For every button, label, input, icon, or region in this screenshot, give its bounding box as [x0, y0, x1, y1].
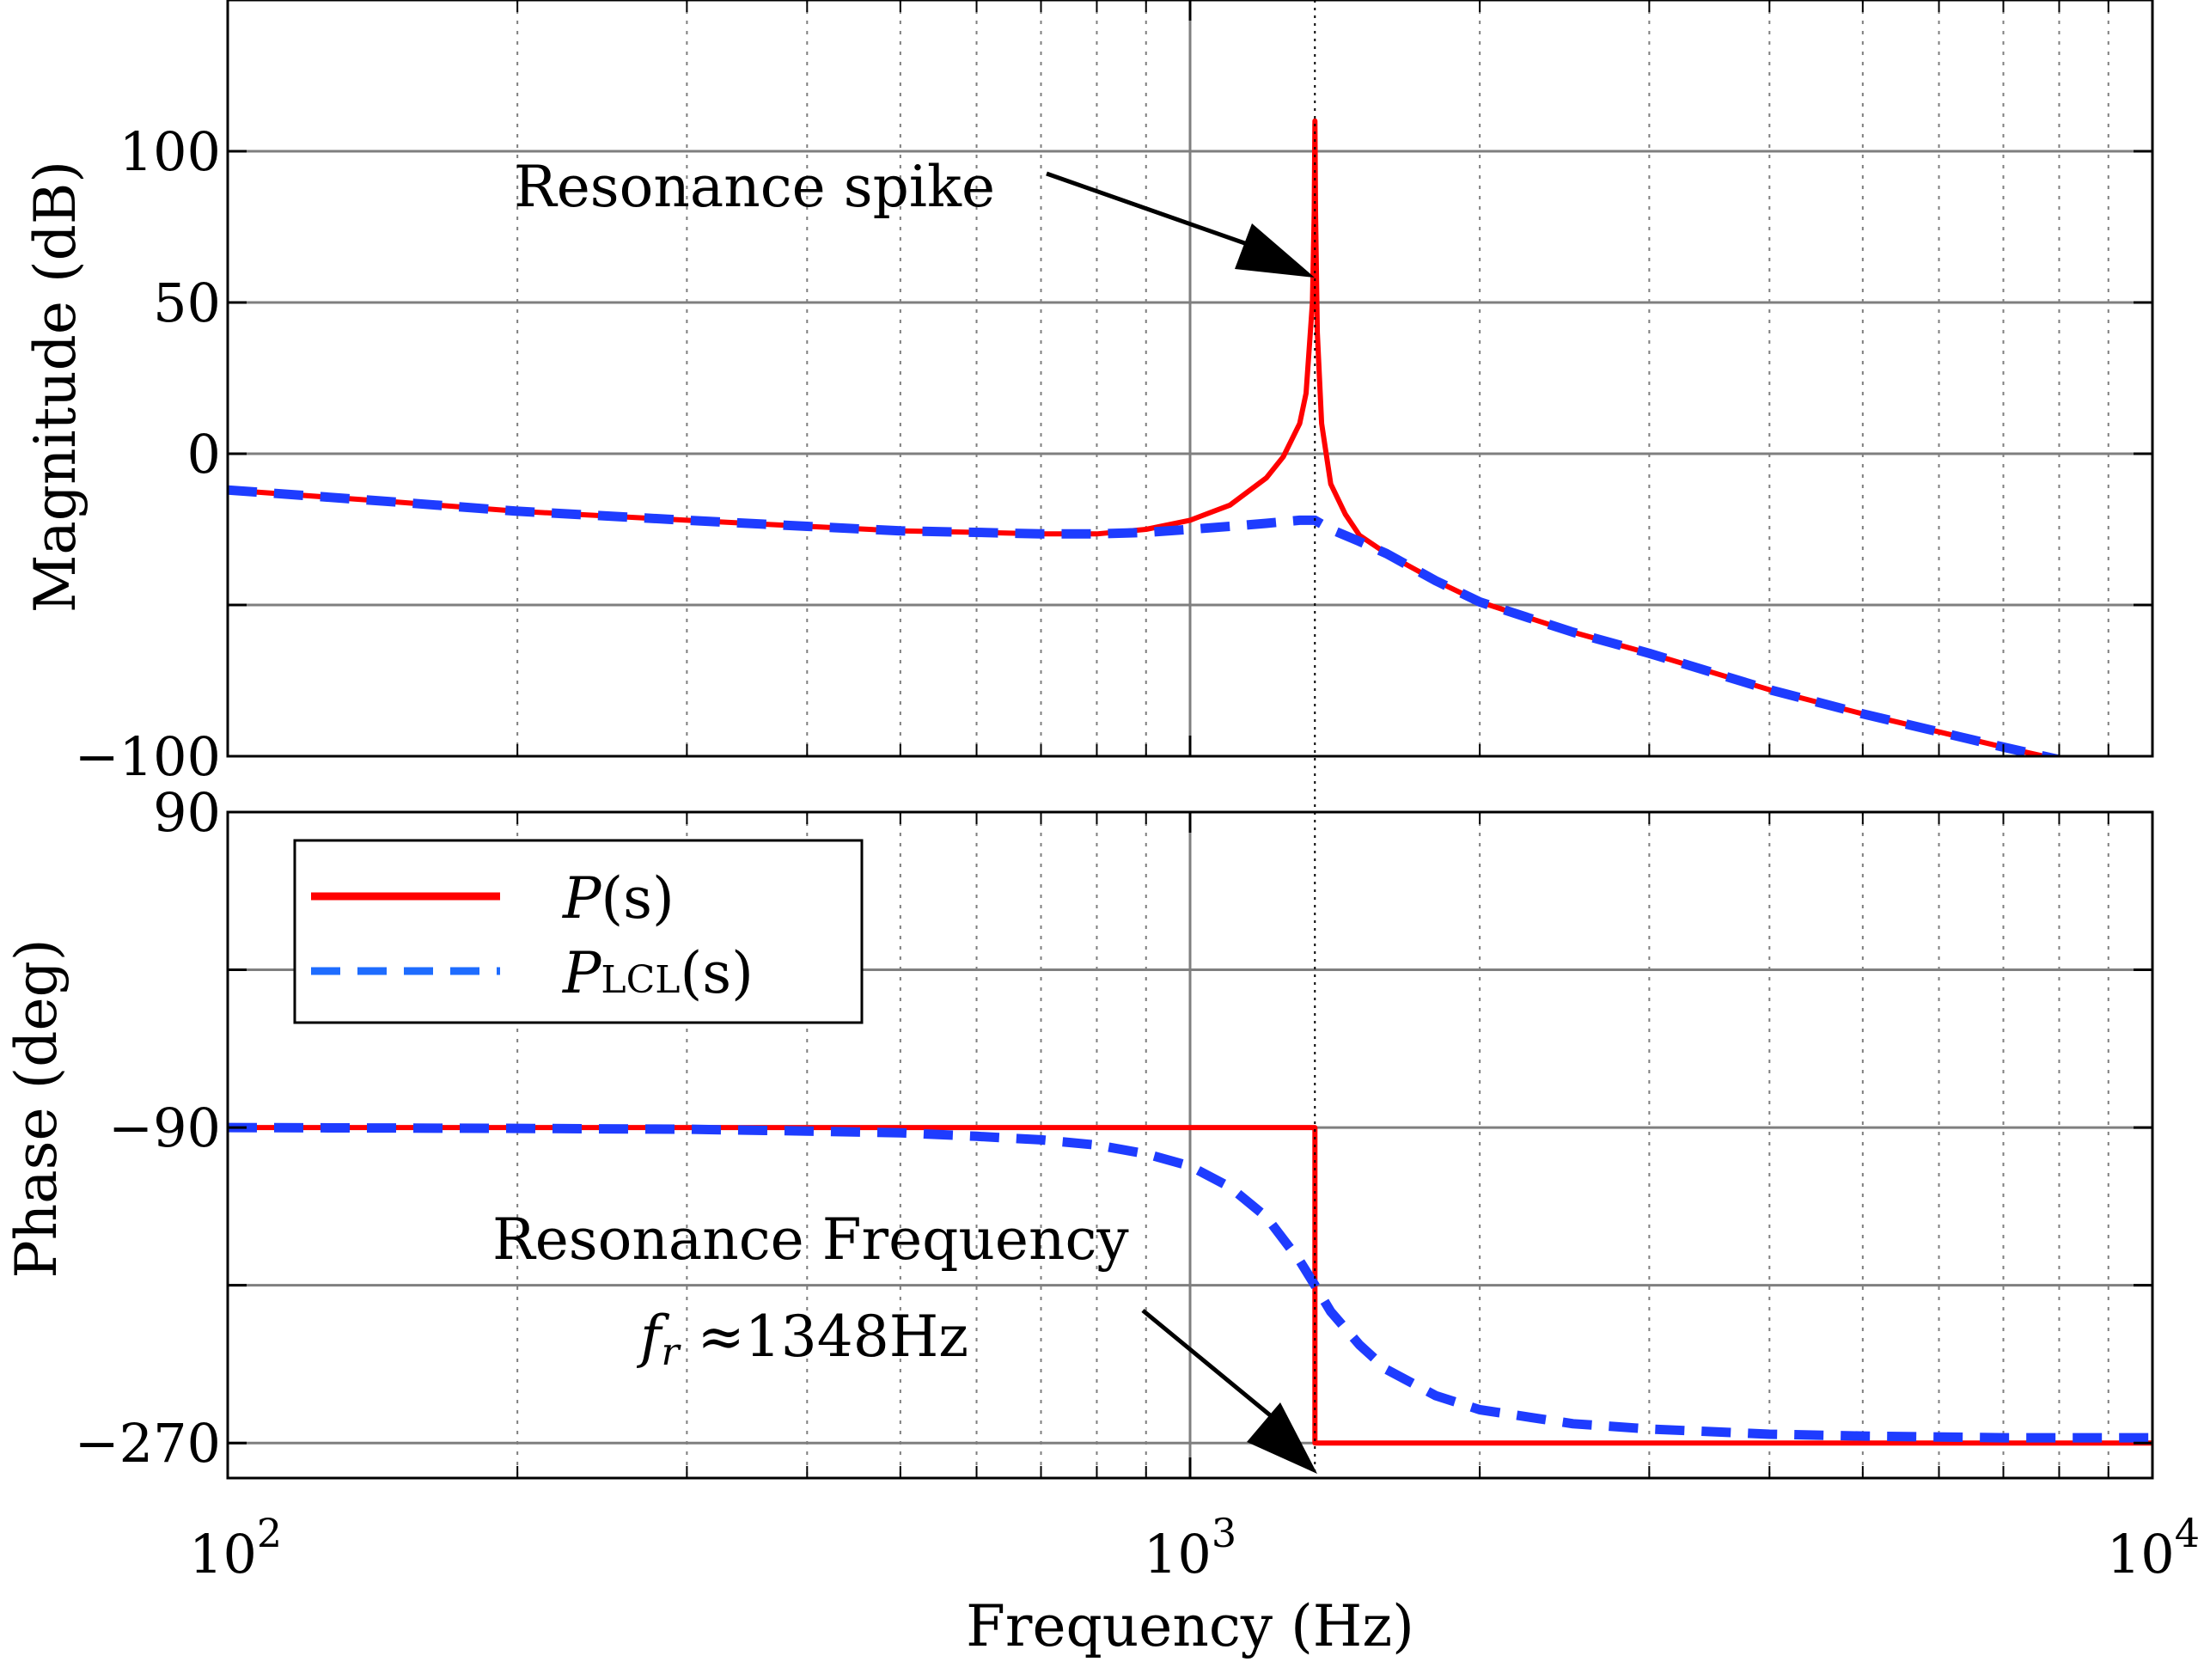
- x-tick-label: 102: [189, 1510, 282, 1585]
- resonance-frequency-annotation: Resonance Frequency fr ≈1348Hz: [492, 1207, 1317, 1474]
- legend-entry-p: P(s): [562, 865, 675, 932]
- x-tick-labels: 102 103 104: [189, 1510, 2200, 1585]
- resonance-spike-arrow-head: [1235, 223, 1315, 278]
- phase-axis-label: Phase (deg): [3, 938, 70, 1278]
- legend-entry-plcl: PLCL(s): [562, 940, 754, 1006]
- x-tick-label: 104: [2107, 1510, 2200, 1585]
- y-tick-label: 0: [187, 423, 221, 486]
- y-tick-label: −270: [75, 1412, 221, 1475]
- y-tick-label: −90: [108, 1097, 221, 1159]
- magnitude-ticks: [226, 0, 2154, 758]
- phase-panel: 90 −90 −270 Phase (deg) P(s) PLCL(s) Reson…: [3, 781, 2154, 1480]
- magnitude-panel: 100 50 0 −100 Magnitude (dB) Resonance spik…: [22, 0, 2154, 788]
- y-tick-label: 50: [153, 272, 221, 334]
- resonance-frequency-value: fr ≈1348Hz: [636, 1304, 968, 1374]
- magnitude-axis-label: Magnitude (dB): [22, 161, 89, 613]
- magnitude-grid: [228, 0, 2152, 758]
- phase-y-tick-labels: 90 −90 −270: [75, 781, 221, 1475]
- resonance-spike-arrow-shaft: [1046, 171, 1255, 249]
- resonance-frequency-arrow-shaft: [1141, 1309, 1280, 1424]
- legend: P(s) PLCL(s): [293, 839, 864, 1024]
- resonance-spike-label: Resonance spike: [514, 154, 995, 220]
- x-axis-label: Frequency (Hz): [966, 1593, 1414, 1659]
- legend-box: [293, 839, 864, 1024]
- y-tick-label: 90: [153, 781, 221, 844]
- phase-ticks: [226, 810, 2154, 1478]
- series-line-plcl: [228, 1122, 2152, 1443]
- y-tick-label: −100: [75, 725, 221, 788]
- magnitude-series: [228, 118, 2067, 756]
- resonance-frequency-arrow-head: [1247, 1402, 1317, 1474]
- x-tick-label: 103: [1144, 1510, 1236, 1585]
- resonance-spike-annotation: Resonance spike: [514, 154, 1315, 278]
- y-tick-label: 100: [119, 120, 221, 183]
- resonance-frequency-label: Resonance Frequency: [492, 1207, 1129, 1273]
- magnitude-y-tick-labels: 100 50 0 −100: [75, 120, 221, 788]
